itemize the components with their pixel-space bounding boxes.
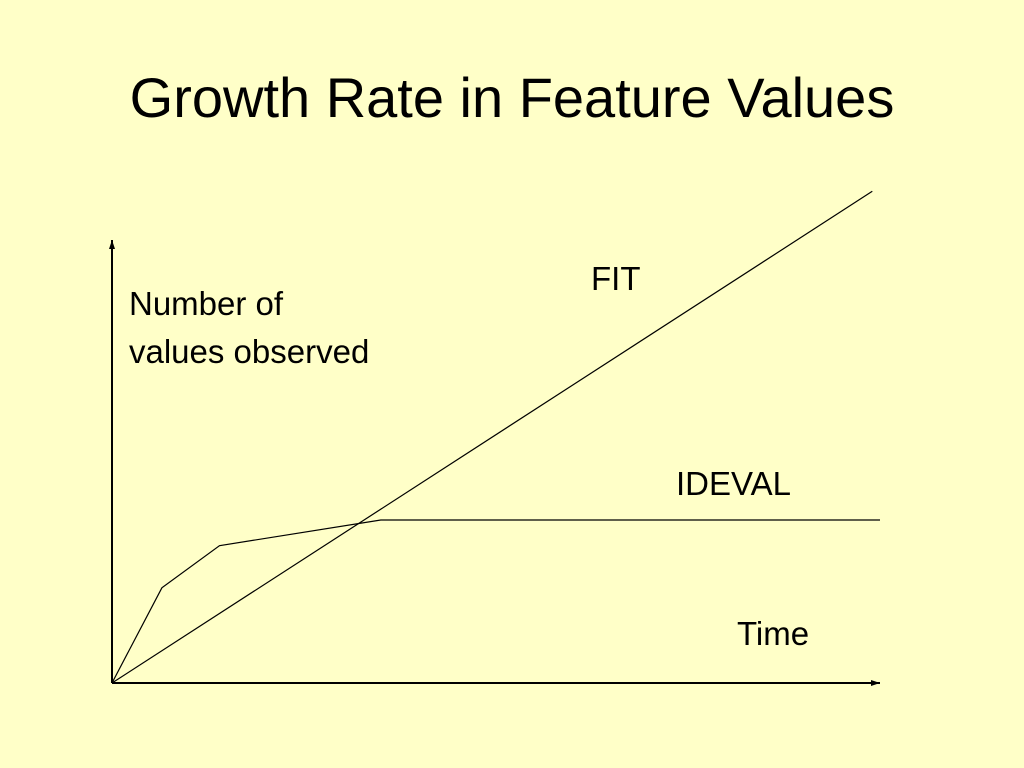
- ideval-series-label: IDEVAL: [676, 465, 791, 502]
- slide-title: Growth Rate in Feature Values: [129, 66, 895, 129]
- y-axis-label-line-1: Number of: [129, 285, 284, 322]
- ideval-series-line: [111, 519, 880, 684]
- x-axis-label: Time: [737, 615, 809, 652]
- series-layer: [111, 190, 880, 684]
- fit-series-label: FIT: [591, 260, 640, 297]
- fit-series-line: [111, 190, 873, 684]
- y-axis-label-line-2: values observed: [129, 333, 369, 370]
